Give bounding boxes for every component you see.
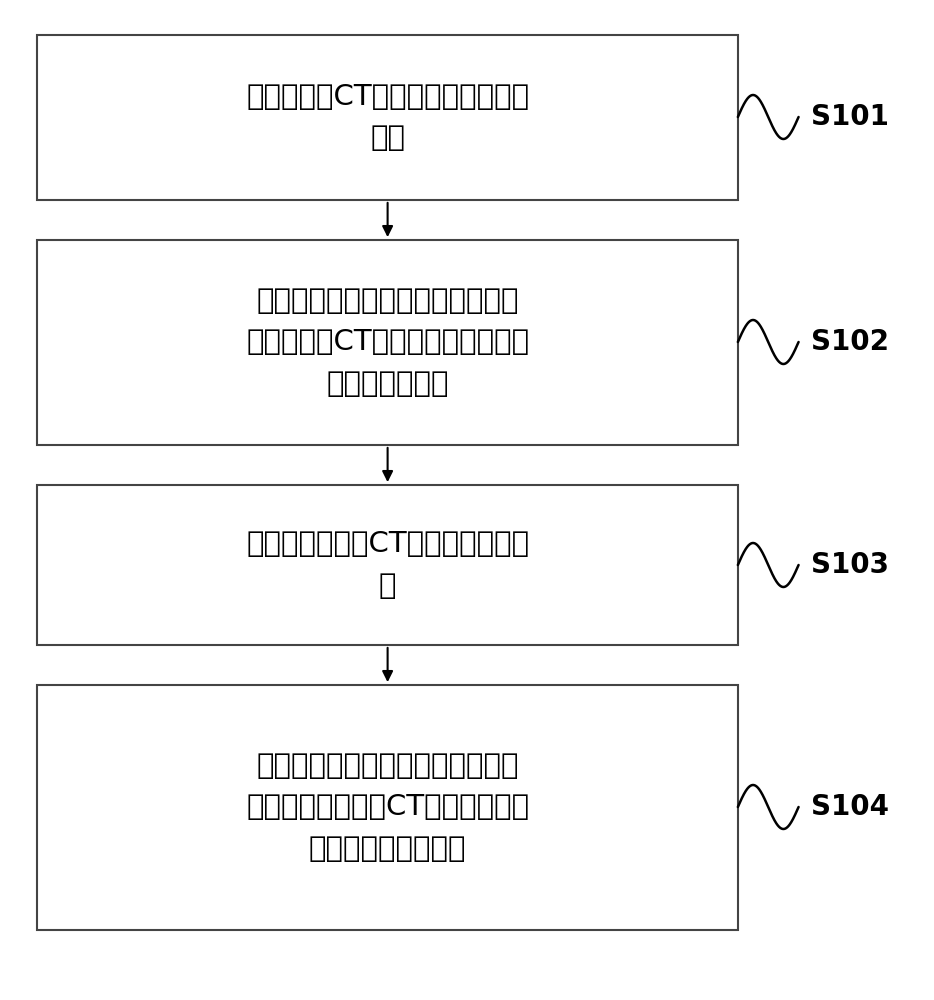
Text: 按照预设的方式对所述已解析成三
维体数据的CT影像进行初始分割和
三维等值面渲染: 按照预设的方式对所述已解析成三 维体数据的CT影像进行初始分割和 三维等值面渲染 [246, 287, 530, 398]
Text: 对已完成渲染的CT影像进行涂鸦标
记: 对已完成渲染的CT影像进行涂鸦标 记 [246, 530, 530, 600]
Text: S101: S101 [811, 103, 889, 131]
Bar [37, 35, 738, 200]
Text: 根据预设的算法利用所述初始分割
和涂鸦标记对所述CT影像进行分割
计算，得到分割结果: 根据预设的算法利用所述初始分割 和涂鸦标记对所述CT影像进行分割 计算，得到分割… [246, 752, 530, 863]
Text: S103: S103 [811, 551, 889, 579]
Text: S104: S104 [811, 793, 889, 821]
Text: 获取多骨块CT影像并解析成三维体
数据: 获取多骨块CT影像并解析成三维体 数据 [246, 83, 530, 152]
Bar [37, 685, 738, 930]
Bar [37, 485, 738, 645]
Bar [37, 240, 738, 445]
Text: S102: S102 [811, 328, 889, 356]
